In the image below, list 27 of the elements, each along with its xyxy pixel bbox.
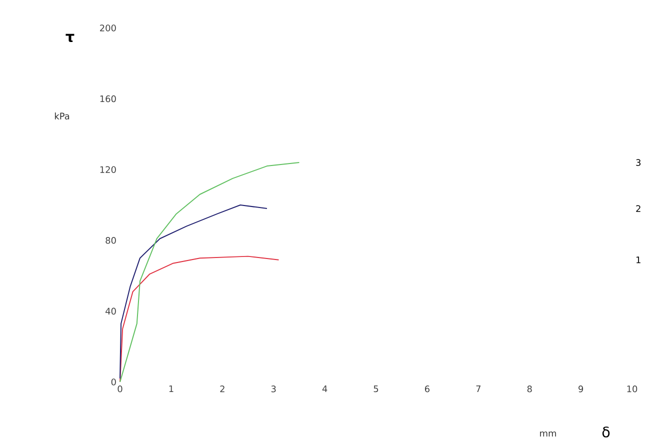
text: 2 bbox=[636, 205, 640, 212]
x-tick-label: 4 bbox=[322, 386, 328, 392]
x-tick-label: 9 bbox=[578, 386, 584, 392]
text: 3 bbox=[636, 159, 641, 166]
x-tick-label: 7 bbox=[476, 386, 480, 392]
x-tick-label: 0 bbox=[118, 386, 122, 392]
y-tick-label: 40 bbox=[106, 308, 116, 315]
y-tick-label: 160 bbox=[100, 95, 116, 102]
line-series bbox=[120, 162, 300, 382]
line-series bbox=[120, 256, 280, 382]
x-tick-label: 1 bbox=[169, 386, 174, 392]
text: 1 bbox=[636, 256, 640, 264]
y-tick-label: 120 bbox=[100, 166, 116, 173]
y-tick-label: 80 bbox=[106, 236, 116, 244]
x-tick-label: 6 bbox=[424, 386, 430, 392]
x-tick-label: 8 bbox=[527, 386, 532, 392]
text: mm bbox=[540, 431, 556, 436]
x-tick-label: 2 bbox=[220, 386, 224, 392]
x-tick-label: 10 bbox=[627, 386, 638, 392]
y-tick-label: 200 bbox=[100, 24, 116, 32]
x-tick-label: 5 bbox=[374, 386, 378, 392]
y-tick-label: 0 bbox=[111, 378, 116, 386]
y-axis-title: τ bbox=[66, 34, 74, 42]
x-tick-label: 3 bbox=[271, 386, 276, 392]
x-axis-title: δ bbox=[602, 426, 610, 438]
line-series bbox=[120, 204, 268, 379]
text: kPa bbox=[54, 112, 70, 120]
